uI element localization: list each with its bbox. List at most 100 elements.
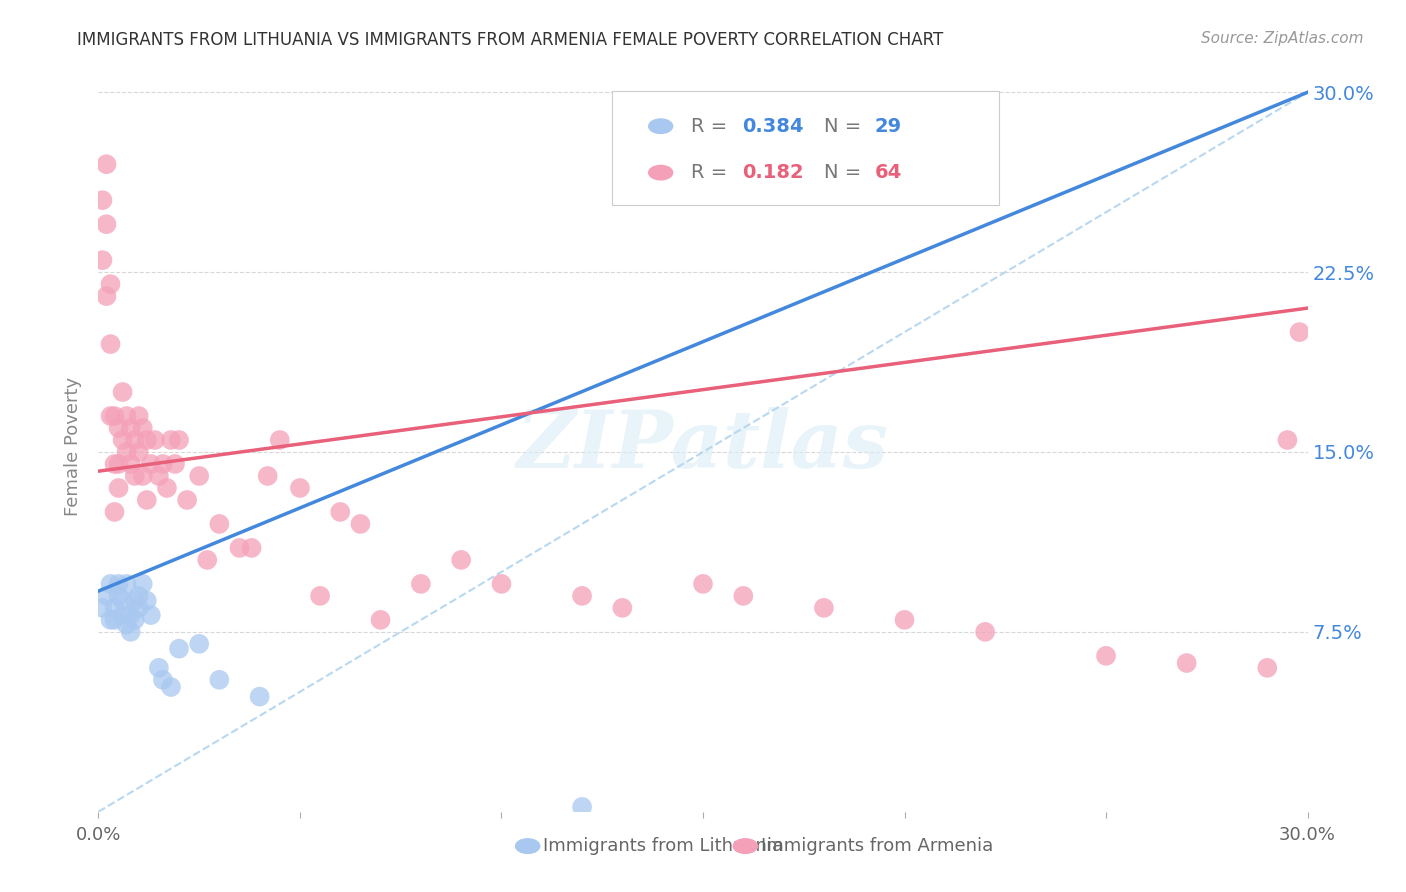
Point — [96, 589, 118, 603]
Point — [208, 673, 231, 687]
Point — [135, 433, 157, 447]
Text: R =: R = — [690, 117, 734, 136]
Point — [107, 577, 129, 591]
Text: ZIPatlas: ZIPatlas — [517, 408, 889, 484]
Point — [309, 589, 332, 603]
Point — [100, 613, 122, 627]
Text: 64: 64 — [875, 163, 903, 182]
Point — [100, 277, 122, 292]
Point — [152, 673, 174, 687]
Point — [107, 589, 129, 603]
Point — [163, 457, 186, 471]
Point — [111, 433, 134, 447]
Point — [111, 608, 134, 623]
Point — [160, 433, 183, 447]
Point — [128, 409, 150, 423]
Point — [571, 800, 593, 814]
Point — [249, 690, 271, 704]
Point — [208, 516, 231, 531]
Point — [195, 553, 218, 567]
Point — [111, 385, 134, 400]
Point — [349, 516, 371, 531]
Point — [103, 409, 125, 423]
Point — [612, 600, 634, 615]
Point — [370, 613, 392, 627]
Point — [132, 421, 155, 435]
Point — [120, 608, 142, 623]
Y-axis label: Female Poverty: Female Poverty — [65, 376, 83, 516]
FancyBboxPatch shape — [613, 91, 1000, 204]
Point — [692, 577, 714, 591]
Point — [91, 600, 114, 615]
Point — [132, 577, 155, 591]
Point — [139, 608, 162, 623]
Point — [893, 613, 915, 627]
Point — [139, 457, 162, 471]
Point — [135, 492, 157, 507]
Circle shape — [516, 838, 540, 854]
Point — [152, 457, 174, 471]
Point — [115, 617, 138, 632]
Text: N =: N = — [824, 163, 868, 182]
Point — [124, 469, 146, 483]
Point — [148, 469, 170, 483]
Point — [128, 600, 150, 615]
Point — [143, 433, 166, 447]
Text: 0.182: 0.182 — [742, 163, 803, 182]
Point — [132, 469, 155, 483]
Point — [124, 433, 146, 447]
Point — [1288, 325, 1310, 339]
Point — [120, 421, 142, 435]
Point — [124, 613, 146, 627]
Text: Immigrants from Lithuania: Immigrants from Lithuania — [543, 837, 783, 855]
Point — [450, 553, 472, 567]
Point — [156, 481, 179, 495]
Point — [228, 541, 250, 555]
Point — [1277, 433, 1299, 447]
Point — [167, 433, 190, 447]
Point — [288, 481, 311, 495]
Point — [115, 577, 138, 591]
Point — [103, 613, 125, 627]
Text: IMMIGRANTS FROM LITHUANIA VS IMMIGRANTS FROM ARMENIA FEMALE POVERTY CORRELATION : IMMIGRANTS FROM LITHUANIA VS IMMIGRANTS … — [77, 31, 943, 49]
Point — [111, 593, 134, 607]
Point — [167, 641, 190, 656]
Point — [269, 433, 291, 447]
Point — [100, 577, 122, 591]
Point — [124, 593, 146, 607]
Text: R =: R = — [690, 163, 734, 182]
Text: Source: ZipAtlas.com: Source: ZipAtlas.com — [1201, 31, 1364, 46]
Point — [100, 409, 122, 423]
Circle shape — [648, 165, 672, 180]
Point — [103, 457, 125, 471]
Point — [128, 589, 150, 603]
Point — [148, 661, 170, 675]
Point — [128, 445, 150, 459]
Point — [409, 577, 432, 591]
Point — [160, 680, 183, 694]
Point — [96, 289, 118, 303]
Point — [107, 421, 129, 435]
Point — [974, 624, 997, 639]
Point — [240, 541, 263, 555]
Point — [115, 409, 138, 423]
Point — [115, 445, 138, 459]
Point — [491, 577, 513, 591]
Point — [107, 457, 129, 471]
Point — [120, 457, 142, 471]
Point — [91, 193, 114, 207]
Point — [120, 624, 142, 639]
Text: N =: N = — [824, 117, 868, 136]
Point — [188, 637, 211, 651]
Point — [1095, 648, 1118, 663]
Point — [96, 217, 118, 231]
Point — [100, 337, 122, 351]
Circle shape — [734, 838, 758, 854]
Point — [329, 505, 352, 519]
Point — [1256, 661, 1278, 675]
Text: 0.384: 0.384 — [742, 117, 803, 136]
Point — [733, 589, 755, 603]
Point — [188, 469, 211, 483]
Point — [96, 157, 118, 171]
Circle shape — [648, 119, 672, 134]
